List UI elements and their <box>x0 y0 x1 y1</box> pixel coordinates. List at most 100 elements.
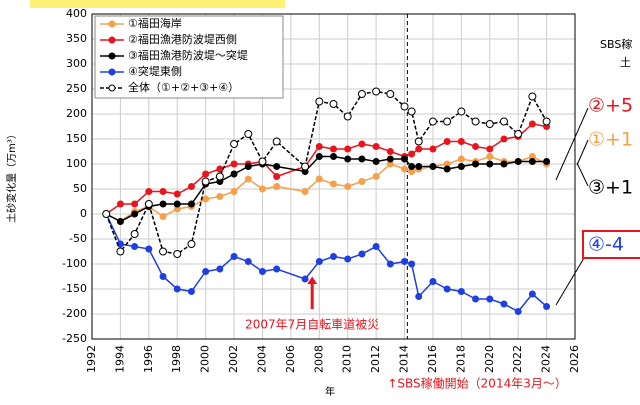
y-tick-label: 100 <box>66 157 87 170</box>
data-point <box>386 155 394 163</box>
event-arrow-head <box>307 276 318 284</box>
data-point <box>173 190 181 198</box>
data-point <box>159 273 167 280</box>
series-line <box>105 123 547 215</box>
data-point <box>486 145 494 153</box>
legend-label: ①福田海岸 <box>128 16 182 30</box>
data-point <box>443 138 451 145</box>
data-point <box>230 188 238 195</box>
data-point <box>499 117 508 126</box>
data-point <box>514 158 522 165</box>
data-point <box>315 97 324 106</box>
data-point <box>273 265 281 273</box>
data-point <box>215 172 224 181</box>
leader-line <box>555 107 589 181</box>
data-point <box>230 160 238 168</box>
data-point <box>187 200 195 208</box>
data-point <box>428 117 437 126</box>
data-point <box>472 143 480 150</box>
y-tick-label: 400 <box>66 7 87 20</box>
y-tick-label: 50 <box>73 182 87 195</box>
data-point <box>401 258 409 265</box>
data-point <box>543 158 551 165</box>
legend-marker <box>108 20 116 28</box>
data-point <box>301 275 309 283</box>
data-point <box>159 188 167 195</box>
data-point <box>386 148 394 155</box>
x-tick-label: 2018 <box>454 345 467 373</box>
data-point <box>330 145 337 153</box>
data-point <box>400 102 409 111</box>
data-point <box>216 193 224 200</box>
annotation: ↑SBS稼働開始（2014年3月～） <box>387 376 567 391</box>
data-point <box>500 135 508 143</box>
data-point <box>173 285 181 293</box>
data-point <box>230 170 238 178</box>
data-point <box>216 265 224 273</box>
y-tick-label: -50 <box>69 232 87 245</box>
legend-label: ③福田漁港防波堤～突堤 <box>128 48 248 62</box>
y-tick-label: 250 <box>66 82 87 95</box>
data-point <box>401 155 409 163</box>
annotation: SBS稼 <box>600 37 632 51</box>
data-point <box>343 112 352 121</box>
y-tick-label: 200 <box>66 107 87 120</box>
legend-label: ④突堤東側 <box>128 64 182 78</box>
data-point <box>542 117 551 126</box>
series-line <box>105 213 548 313</box>
x-tick-label: 2004 <box>255 345 268 373</box>
data-point <box>443 165 451 173</box>
data-point <box>372 173 380 180</box>
data-point <box>315 258 323 265</box>
data-point <box>443 117 452 126</box>
data-point <box>244 163 252 170</box>
x-tick-label: 2026 <box>568 345 581 373</box>
data-point <box>315 175 323 183</box>
data-point <box>301 162 310 171</box>
data-point <box>358 155 366 163</box>
data-point <box>408 163 416 170</box>
data-point <box>357 90 366 98</box>
data-point <box>500 300 508 308</box>
x-tick-label: 1998 <box>170 345 183 373</box>
data-point <box>301 188 309 195</box>
x-tick-label: 2016 <box>426 345 439 373</box>
data-point <box>543 303 551 310</box>
data-point <box>216 165 224 173</box>
data-point <box>131 243 139 250</box>
data-point <box>443 285 451 293</box>
legend-marker <box>108 68 116 76</box>
data-point <box>457 155 465 163</box>
data-point <box>344 145 352 153</box>
x-tick-label: 2022 <box>511 345 524 373</box>
x-tick-label: 2014 <box>398 345 411 373</box>
y-tick-label: 0 <box>80 207 87 220</box>
data-point <box>457 107 466 116</box>
x-tick-label: 2024 <box>540 345 553 373</box>
legend-marker <box>108 52 116 60</box>
annotation: 土 <box>620 56 631 69</box>
data-point <box>429 278 437 285</box>
data-point <box>273 183 281 190</box>
data-point <box>116 218 124 225</box>
data-point <box>230 140 239 148</box>
data-point <box>414 137 423 146</box>
data-point <box>258 268 266 275</box>
data-point <box>102 210 111 218</box>
data-point <box>258 185 266 193</box>
data-point <box>145 245 153 253</box>
annotation: ①+1 <box>588 129 633 151</box>
data-point <box>386 260 394 268</box>
data-point <box>408 150 416 158</box>
data-point <box>401 165 409 173</box>
data-point <box>429 145 437 153</box>
data-point <box>372 243 380 250</box>
data-point <box>144 200 153 208</box>
title-highlight <box>30 0 285 8</box>
data-point <box>329 100 338 108</box>
data-point <box>358 178 366 185</box>
data-point <box>358 250 366 258</box>
legend-label: ②福田漁港防波堤西側 <box>128 32 237 46</box>
legend-marker <box>108 84 116 92</box>
y-tick-label: -100 <box>62 257 87 270</box>
